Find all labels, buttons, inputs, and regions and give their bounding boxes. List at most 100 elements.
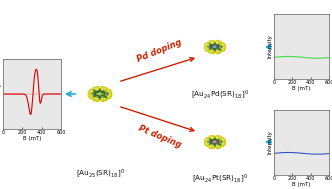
Circle shape [206, 143, 208, 146]
Circle shape [210, 42, 214, 46]
Circle shape [216, 42, 218, 44]
Circle shape [209, 137, 210, 138]
Circle shape [205, 142, 208, 145]
Circle shape [97, 99, 98, 100]
Circle shape [89, 92, 90, 93]
Circle shape [209, 146, 210, 147]
Circle shape [207, 46, 211, 50]
Circle shape [91, 93, 96, 98]
Circle shape [95, 88, 100, 93]
Circle shape [218, 50, 221, 53]
Circle shape [211, 137, 213, 139]
Circle shape [96, 87, 99, 90]
Circle shape [104, 93, 109, 98]
Circle shape [205, 142, 208, 145]
Circle shape [96, 96, 98, 98]
Circle shape [104, 88, 106, 89]
Circle shape [221, 138, 224, 141]
Circle shape [219, 142, 221, 144]
Circle shape [216, 51, 217, 52]
Circle shape [96, 90, 104, 98]
Circle shape [222, 43, 223, 44]
Circle shape [92, 94, 94, 96]
Circle shape [206, 43, 208, 46]
Circle shape [221, 48, 224, 51]
Circle shape [206, 49, 207, 50]
Circle shape [218, 50, 221, 53]
Circle shape [209, 50, 211, 53]
Circle shape [215, 42, 219, 46]
Circle shape [223, 47, 224, 48]
Circle shape [211, 42, 213, 44]
Circle shape [207, 141, 211, 145]
Circle shape [88, 94, 91, 97]
Circle shape [208, 142, 209, 144]
Circle shape [211, 136, 214, 138]
Circle shape [105, 91, 107, 93]
Circle shape [216, 136, 219, 138]
Circle shape [223, 140, 224, 141]
Circle shape [90, 96, 91, 97]
Circle shape [209, 41, 211, 44]
Circle shape [206, 144, 207, 145]
Circle shape [88, 94, 91, 97]
Circle shape [219, 44, 223, 48]
Circle shape [219, 47, 221, 49]
Circle shape [207, 44, 211, 48]
Circle shape [90, 90, 91, 91]
Circle shape [92, 91, 94, 93]
Circle shape [221, 43, 224, 46]
Circle shape [213, 140, 215, 143]
Circle shape [210, 42, 214, 46]
Circle shape [215, 48, 219, 52]
Circle shape [216, 41, 218, 43]
Text: [Au$_{25}$(SR)$_{18}$]$^0$: [Au$_{25}$(SR)$_{18}$]$^0$ [76, 167, 124, 180]
Circle shape [221, 143, 224, 146]
Text: Pd doping: Pd doping [136, 38, 183, 64]
Circle shape [207, 139, 211, 143]
Y-axis label: Intensity: Intensity [268, 131, 273, 154]
X-axis label: B (mT): B (mT) [292, 182, 311, 187]
Circle shape [209, 136, 211, 139]
Circle shape [223, 142, 225, 145]
Circle shape [212, 41, 213, 42]
Circle shape [104, 87, 107, 90]
Circle shape [222, 144, 223, 145]
Circle shape [207, 46, 211, 50]
Circle shape [222, 44, 225, 47]
Circle shape [104, 98, 107, 101]
Circle shape [216, 136, 218, 138]
Circle shape [211, 146, 214, 148]
Circle shape [218, 145, 221, 148]
Circle shape [212, 51, 213, 52]
Circle shape [101, 98, 104, 101]
Circle shape [205, 44, 208, 47]
Circle shape [104, 90, 109, 95]
Circle shape [208, 44, 209, 46]
Circle shape [101, 87, 104, 90]
Circle shape [105, 90, 109, 95]
Circle shape [209, 145, 211, 148]
Circle shape [101, 96, 105, 100]
Circle shape [101, 95, 105, 100]
Circle shape [210, 48, 214, 52]
Circle shape [101, 98, 104, 101]
Circle shape [210, 48, 214, 52]
Circle shape [90, 89, 93, 92]
Circle shape [223, 47, 225, 50]
Circle shape [219, 44, 223, 48]
Circle shape [95, 95, 100, 100]
Circle shape [104, 87, 107, 91]
Circle shape [219, 139, 221, 141]
Circle shape [101, 88, 105, 93]
Circle shape [109, 94, 111, 96]
Circle shape [221, 43, 224, 46]
Circle shape [219, 46, 223, 50]
Circle shape [211, 40, 214, 43]
Circle shape [105, 93, 109, 98]
Circle shape [216, 51, 219, 53]
Circle shape [206, 48, 208, 51]
Circle shape [211, 49, 213, 51]
Circle shape [205, 45, 206, 46]
Circle shape [215, 42, 219, 46]
